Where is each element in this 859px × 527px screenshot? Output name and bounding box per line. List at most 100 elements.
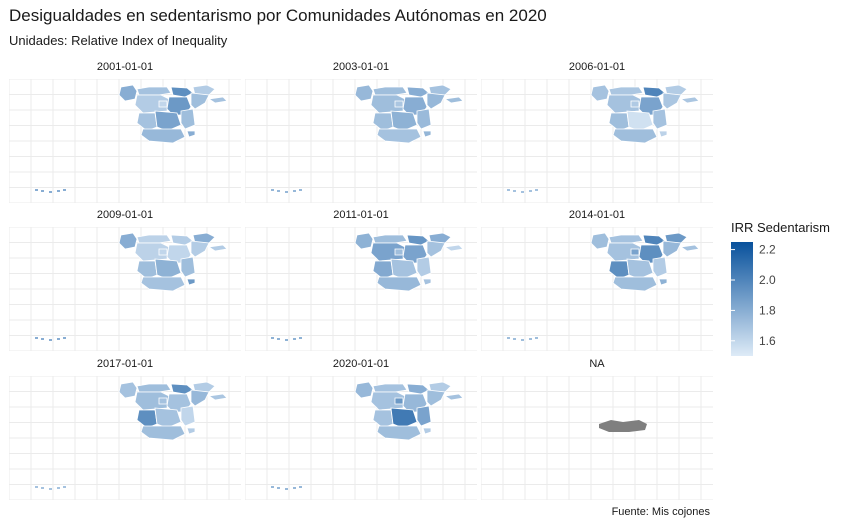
canary-island-shape xyxy=(513,190,516,192)
canary-island-shape xyxy=(49,339,52,341)
region-shape xyxy=(140,425,186,441)
canary-island-shape xyxy=(271,486,274,488)
canary-island-shape xyxy=(293,487,296,489)
region-shape xyxy=(154,407,182,429)
canary-island-shape xyxy=(35,486,38,488)
canary-island-shape xyxy=(41,338,44,340)
region-shape xyxy=(406,86,430,98)
region-shape xyxy=(662,240,682,258)
region-shape xyxy=(426,389,446,407)
chart-caption: Fuente: Mis cojones xyxy=(611,506,710,518)
region-shape xyxy=(180,256,196,278)
canary-island-shape xyxy=(41,487,44,489)
region-shape xyxy=(170,234,194,246)
facet-map xyxy=(481,376,713,500)
region-shape xyxy=(134,391,170,411)
facet-map xyxy=(9,376,241,500)
facet-label: 2001-01-01 xyxy=(96,61,154,73)
region-shape xyxy=(422,278,432,286)
facet-label: 2014-01-01 xyxy=(568,209,626,221)
legend-gradient-bar xyxy=(731,242,753,356)
region-shape xyxy=(372,383,408,393)
canary-island-shape xyxy=(513,338,516,340)
facet-label: 2009-01-01 xyxy=(96,209,154,221)
region-shape xyxy=(170,86,194,98)
region-shape xyxy=(416,256,432,278)
facet-panel: 2009-01-01 xyxy=(9,209,241,351)
facet-panel: 2014-01-01 xyxy=(481,209,713,351)
region-shape xyxy=(376,128,422,144)
legend-colorbar: 2.2 2.0 1.8 1.6 xyxy=(731,242,776,356)
region-shape xyxy=(372,260,394,280)
facet-panel: 2001-01-01 xyxy=(9,61,241,203)
region-shape xyxy=(136,409,158,429)
canary-island-shape xyxy=(57,338,60,340)
region-shape xyxy=(118,232,138,250)
region-shape xyxy=(372,86,408,96)
facet-label: NA xyxy=(589,358,605,370)
facet-map xyxy=(9,79,241,203)
region-shape xyxy=(134,242,170,262)
region-shape xyxy=(608,86,644,96)
region-shape xyxy=(642,86,666,98)
region-shape xyxy=(443,96,464,104)
canary-island-shape xyxy=(285,488,288,490)
region-shape xyxy=(642,234,666,246)
region-shape xyxy=(190,92,210,110)
region-shape xyxy=(590,84,610,102)
region-shape xyxy=(140,276,186,292)
legend: IRR Sedentarism 2.2 2.0 1.8 1.6 xyxy=(731,220,830,356)
canary-island-shape xyxy=(507,189,510,191)
canary-island-shape xyxy=(271,189,274,191)
region-shape xyxy=(372,112,394,132)
region-shape xyxy=(372,234,408,244)
region-shape xyxy=(207,96,228,104)
region-shape xyxy=(140,128,186,144)
facet-label: 2006-01-01 xyxy=(568,61,626,73)
region-shape xyxy=(630,100,640,108)
canary-island-shape xyxy=(49,488,52,490)
region-shape xyxy=(180,108,196,130)
region-shape xyxy=(612,276,658,292)
region-shape xyxy=(207,393,228,401)
region-shape xyxy=(390,258,418,280)
region-shape xyxy=(652,108,668,130)
region-shape xyxy=(416,108,432,130)
region-shape xyxy=(154,258,182,280)
region-shape xyxy=(626,110,654,132)
facet-map xyxy=(481,227,713,351)
canary-island-shape xyxy=(35,189,38,191)
canary-island-shape xyxy=(507,337,510,339)
region-shape xyxy=(608,234,644,244)
region-shape xyxy=(652,256,668,278)
region-shape xyxy=(390,407,418,429)
canary-island-shape xyxy=(285,339,288,341)
region-shape xyxy=(394,397,404,405)
canary-island-shape xyxy=(299,189,302,191)
region-shape xyxy=(406,234,430,246)
facet-label: 2017-01-01 xyxy=(96,358,154,370)
region-shape xyxy=(354,84,374,102)
region-shape xyxy=(630,248,640,256)
region-shape xyxy=(370,391,406,411)
region-shape xyxy=(416,405,432,427)
region-shape xyxy=(658,130,668,138)
facet-label: 2011-01-01 xyxy=(333,209,389,221)
canary-island-shape xyxy=(529,190,532,192)
region-shape xyxy=(186,130,196,138)
region-shape xyxy=(186,427,196,435)
canary-island-shape xyxy=(277,487,280,489)
region-shape xyxy=(158,100,168,108)
facet-panel: 2011-01-01 xyxy=(245,209,477,351)
canary-island-shape xyxy=(535,189,538,191)
region-shape xyxy=(658,278,668,286)
region-shape xyxy=(443,393,464,401)
region-shape xyxy=(679,244,700,252)
facet-panel: 2020-01-01 xyxy=(245,358,477,500)
canary-island-shape xyxy=(299,337,302,339)
legend-tick-label: 2.2 xyxy=(759,243,776,257)
canary-island-shape xyxy=(529,338,532,340)
chart-subtitle: Unidades: Relative Index of Inequality xyxy=(9,33,228,48)
canary-island-shape xyxy=(41,190,44,192)
region-shape xyxy=(186,278,196,286)
